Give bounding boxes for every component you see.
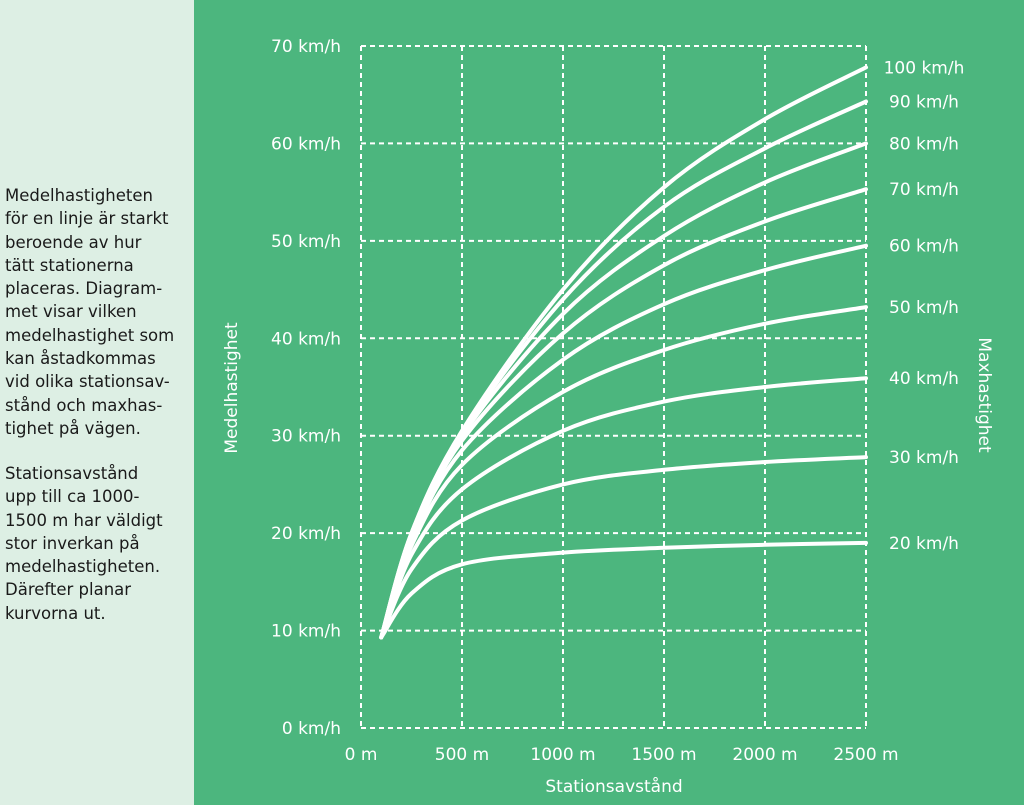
x-axis-label: Stationsavstånd [545,776,682,797]
y-axis-label: Medelhastighet [222,322,242,454]
series-line-2 [379,141,868,640]
series-line-4 [379,243,868,640]
series-label-8: 20 km/h [889,534,959,554]
series-label-1: 90 km/h [889,93,959,113]
y-tick-label: 40 km/h [271,329,341,349]
series-line-8 [379,540,868,640]
chart-grid [360,45,867,729]
series-label-0: 100 km/h [884,58,965,78]
x-tick-label: 2500 m [833,745,898,765]
y-tick-label: 50 km/h [271,232,341,252]
series-line-0 [379,65,868,640]
y-tick-labels: 0 km/h 10 km/h 20 km/h 30 km/h 40 km/h 50 km/… [271,37,341,739]
series-labels: 100 km/h 90 km/h 80 km/h 70 km/h 60 km/h 50 k… [884,58,965,553]
x-tick-label: 1500 m [631,745,696,765]
series-line-6 [379,376,868,640]
series-label-3: 70 km/h [889,180,959,200]
description-paragraph-2: Stationsavstånd upp till ca 1000- 1500 m… [5,464,163,623]
series-label-6: 40 km/h [889,369,959,389]
y-tick-label: 20 km/h [271,524,341,544]
series-line-3 [379,187,868,640]
chart-curves [379,65,868,640]
speed-chart: 0 km/h 10 km/h 20 km/h 30 km/h 40 km/h 50 km/… [222,37,994,797]
series-line-1 [379,99,868,640]
y-tick-label: 60 km/h [271,134,341,154]
series-line-7 [379,455,868,640]
sidebar: Medelhastigheten för en linje är starkt … [0,0,194,805]
y-tick-label: 30 km/h [271,427,341,447]
series-label-4: 60 km/h [889,237,959,257]
y-tick-label: 70 km/h [271,37,341,57]
description-paragraph-1: Medelhastigheten för en linje är starkt … [5,186,175,438]
y2-axis-label: Maxhastighet [974,337,994,453]
y-tick-label: 0 km/h [282,719,341,739]
x-tick-label: 0 m [345,745,378,765]
series-label-2: 80 km/h [889,134,959,154]
x-tick-labels: 0 m 500 m 1000 m 1500 m 2000 m 2500 m [345,745,899,765]
series-line-5 [379,305,868,640]
series-label-5: 50 km/h [889,298,959,318]
x-tick-label: 500 m [435,745,489,765]
series-label-7: 30 km/h [889,448,959,468]
x-tick-label: 1000 m [530,745,595,765]
y-tick-label: 10 km/h [271,622,341,642]
x-tick-label: 2000 m [732,745,797,765]
